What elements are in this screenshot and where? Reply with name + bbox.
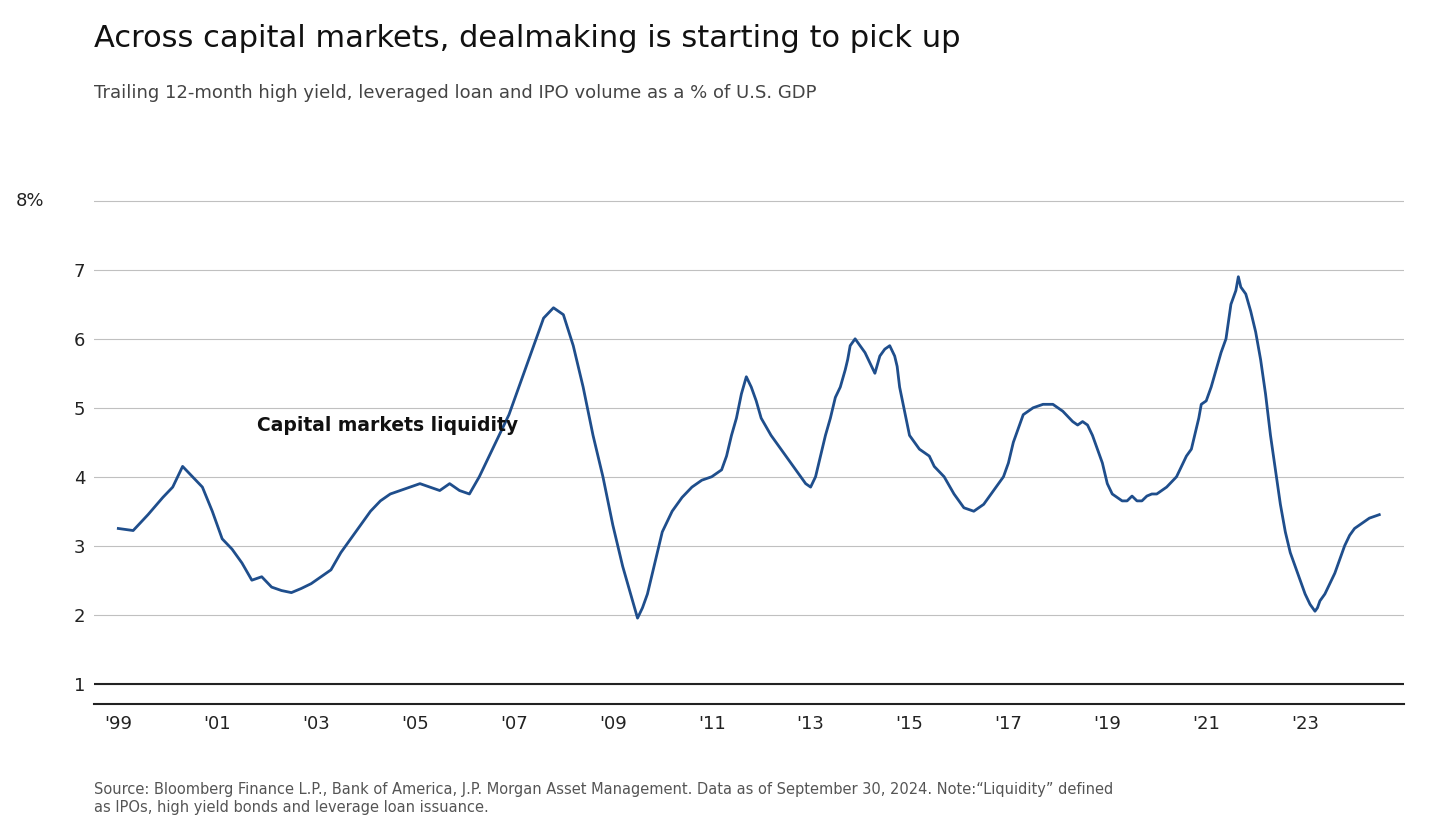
Text: 8%: 8% [16,192,43,210]
Text: Capital markets liquidity: Capital markets liquidity [256,415,518,435]
Text: Source: Bloomberg Finance L.P., Bank of America, J.P. Morgan Asset Management. D: Source: Bloomberg Finance L.P., Bank of … [94,782,1113,815]
Text: Trailing 12-month high yield, leveraged loan and IPO volume as a % of U.S. GDP: Trailing 12-month high yield, leveraged … [94,84,816,102]
Text: Across capital markets, dealmaking is starting to pick up: Across capital markets, dealmaking is st… [94,25,960,53]
